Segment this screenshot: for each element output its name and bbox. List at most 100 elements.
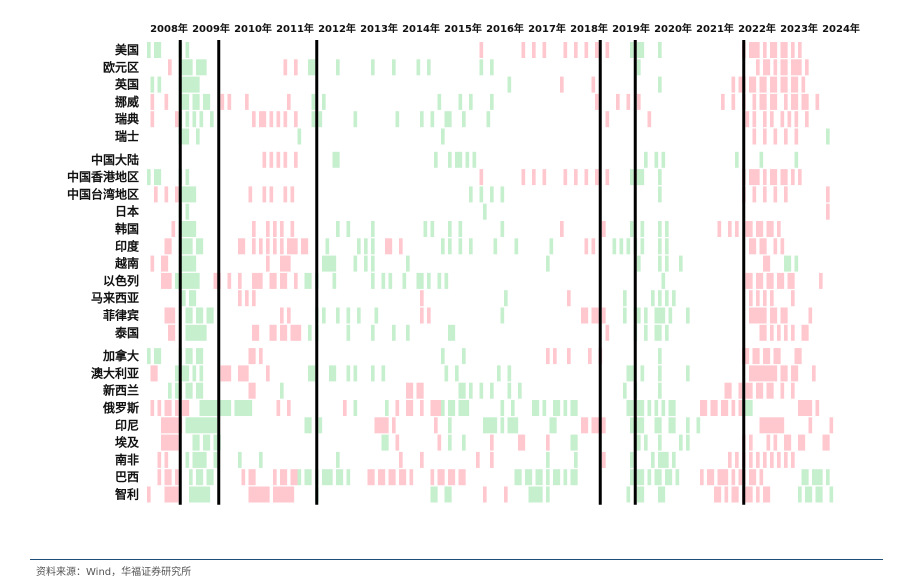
rate-hike-cell [749, 290, 753, 307]
rate-cut-cell [346, 307, 351, 324]
rate-cut-cell [448, 111, 452, 128]
rate-cut-cell [658, 307, 662, 324]
country-label: 英国 [115, 77, 139, 92]
rate-cut-cell [185, 238, 190, 255]
rate-cut-cell [805, 486, 809, 503]
country-label: 美国 [115, 42, 139, 57]
rate-hike-cell [773, 93, 778, 110]
rate-cut-cell [297, 469, 302, 486]
rate-cut-cell [640, 169, 645, 186]
rate-hike-cell [280, 221, 284, 237]
rate-cut-cell [556, 400, 561, 416]
rate-hike-cell [252, 348, 256, 365]
rate-hike-cell [766, 417, 771, 434]
rate-hike-cell [157, 400, 162, 416]
rate-hike-cell [164, 238, 169, 255]
rate-hike-cell [563, 169, 568, 186]
rate-cut-cell [199, 111, 204, 128]
rate-cut-cell [570, 400, 575, 416]
rate-hike-cell [787, 434, 792, 451]
rate-cut-cell [658, 238, 662, 255]
rate-hike-cell [773, 169, 778, 186]
rate-cut-cell [210, 307, 214, 324]
rate-hike-cell [164, 434, 169, 451]
rate-hike-cell [749, 76, 753, 93]
rate-cut-cell [518, 469, 522, 486]
rate-cut-cell [196, 76, 200, 93]
rate-hike-cell [710, 469, 715, 486]
rate-cut-cell [658, 186, 662, 203]
rate-hike-cell [752, 238, 757, 255]
rate-cut-cell [192, 486, 197, 503]
rate-hike-cell [591, 307, 596, 324]
rate-cut-cell [448, 324, 452, 341]
rate-cut-cell [511, 417, 515, 434]
rate-cut-cell [462, 111, 466, 128]
rate-hike-cell [759, 382, 764, 399]
rate-cut-cell [665, 290, 669, 307]
rate-cut-cell [672, 290, 676, 307]
rate-hike-cell [791, 93, 795, 110]
rate-hike-cell [595, 307, 599, 324]
rate-cut-cell [234, 400, 239, 416]
rate-hike-cell [745, 382, 750, 399]
rate-cut-cell [574, 469, 578, 486]
rate-cut-cell [199, 417, 204, 434]
rate-hike-cell [777, 324, 781, 341]
rate-cut-cell [147, 42, 151, 58]
rate-hike-cell [812, 365, 816, 382]
rate-cut-cell [189, 382, 193, 399]
rate-hike-cell [521, 169, 526, 186]
rate-cut-cell [325, 469, 330, 486]
rate-hike-cell [269, 324, 274, 341]
rate-cut-cell [574, 451, 578, 468]
rate-hike-cell [304, 238, 309, 255]
rate-hike-cell [731, 93, 736, 110]
rate-hike-cell [745, 348, 750, 365]
country-label: 马来西亚 [91, 290, 139, 305]
rate-cut-cell [189, 272, 193, 289]
rate-cut-cell [322, 469, 326, 486]
rate-hike-cell [759, 307, 764, 324]
rate-cut-cell [462, 382, 466, 399]
rate-cut-cell [185, 324, 190, 341]
rate-hike-cell [280, 238, 284, 255]
rate-cut-cell [416, 59, 421, 76]
rate-hike-cell [560, 221, 564, 237]
rate-cut-cell [192, 434, 197, 451]
rate-cut-cell [196, 434, 200, 451]
rate-hike-cell [238, 365, 242, 382]
rate-hike-cell [756, 42, 760, 58]
rate-cut-cell [206, 307, 211, 324]
rate-cut-cell [308, 469, 312, 486]
rate-hike-cell [766, 348, 771, 365]
country-label: 以色列 [103, 273, 139, 288]
rate-cut-cell [192, 324, 197, 341]
rate-hike-cell [773, 76, 778, 93]
rate-cut-cell [486, 417, 491, 434]
rate-cut-cell [658, 42, 662, 58]
rate-hike-cell [749, 365, 753, 382]
rate-cut-cell [374, 307, 379, 324]
rate-hike-cell [791, 365, 795, 382]
rate-hike-cell [798, 400, 802, 416]
rate-hike-cell [276, 151, 281, 168]
rate-cut-cell [189, 348, 193, 365]
rate-cut-cell [199, 59, 204, 76]
rate-cut-cell [189, 221, 193, 237]
rate-cut-cell [686, 417, 690, 434]
rate-cut-cell [353, 400, 358, 416]
rate-hike-cell [248, 469, 253, 486]
rate-hike-cell [458, 469, 463, 486]
rate-cut-cell [654, 307, 659, 324]
rate-cut-cell [623, 290, 627, 307]
rate-cut-cell [612, 238, 617, 255]
rate-hike-cell [756, 365, 760, 382]
rate-hike-cell [542, 169, 547, 186]
rate-cut-cell [192, 111, 197, 128]
rate-hike-cell [763, 255, 767, 272]
rate-cut-cell [458, 400, 463, 416]
rate-cut-cell [686, 307, 690, 324]
rate-hike-cell [283, 469, 288, 486]
rate-hike-cell [259, 486, 263, 503]
